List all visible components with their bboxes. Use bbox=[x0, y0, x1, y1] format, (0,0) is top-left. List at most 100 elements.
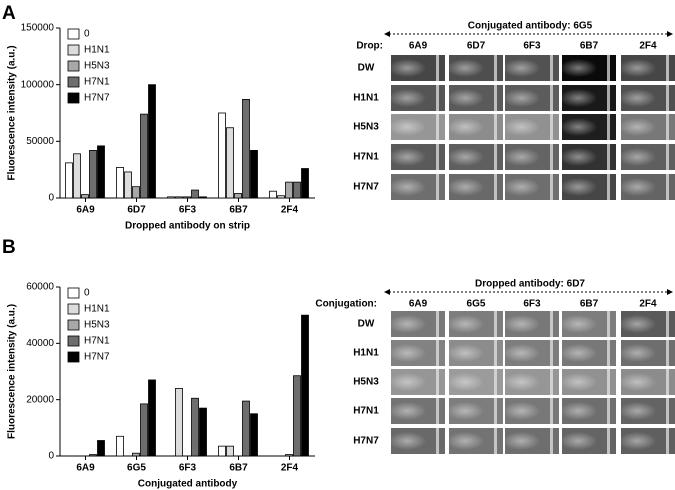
strip-edge bbox=[666, 369, 669, 395]
strip-edge bbox=[550, 174, 553, 200]
bar bbox=[73, 153, 81, 199]
column-label: 6B7 bbox=[580, 299, 599, 310]
bar bbox=[140, 113, 148, 199]
legend-swatch bbox=[67, 351, 80, 363]
bar bbox=[148, 379, 156, 457]
strip-edge bbox=[607, 144, 610, 170]
strip-edge bbox=[494, 114, 497, 140]
bar bbox=[277, 195, 285, 199]
strip-edge bbox=[436, 311, 439, 337]
strip-edge bbox=[494, 340, 497, 366]
x-tick-label: 2F4 bbox=[281, 205, 299, 216]
bar bbox=[191, 397, 199, 457]
legend-label: H1N1 bbox=[84, 45, 110, 56]
bar bbox=[301, 168, 309, 199]
legend-swatch bbox=[67, 287, 80, 299]
row-label: H7N1 bbox=[353, 406, 379, 417]
y-tick-label: 100000 bbox=[21, 79, 55, 90]
legend-label: H7N7 bbox=[84, 93, 110, 104]
column-label: 6F3 bbox=[523, 299, 541, 310]
strip-edge bbox=[436, 340, 439, 366]
bar bbox=[89, 149, 97, 199]
bar bbox=[269, 190, 277, 199]
strip-edge bbox=[666, 55, 669, 81]
strip-edge bbox=[436, 428, 439, 454]
strip-edge bbox=[436, 85, 439, 111]
row-label: DW bbox=[358, 63, 375, 74]
row-label: H1N1 bbox=[353, 93, 379, 104]
strip-edge bbox=[550, 311, 553, 337]
bar bbox=[218, 445, 226, 457]
strip-edge bbox=[666, 174, 669, 200]
bar bbox=[81, 194, 89, 199]
x-tick-label: 6B7 bbox=[229, 205, 248, 216]
legend-swatch bbox=[67, 92, 80, 104]
strip-edge bbox=[550, 55, 553, 81]
row-label: H7N7 bbox=[353, 182, 379, 193]
strip-edge bbox=[607, 398, 610, 424]
strip-edge bbox=[436, 144, 439, 170]
strip-edge bbox=[550, 114, 553, 140]
bar bbox=[183, 196, 191, 199]
strip-edge bbox=[550, 398, 553, 424]
strip-edge bbox=[436, 369, 439, 395]
row-label: H5N3 bbox=[353, 122, 379, 133]
bar bbox=[116, 166, 124, 199]
strip-edge bbox=[666, 144, 669, 170]
strip-edge bbox=[436, 174, 439, 200]
strip-edge bbox=[607, 85, 610, 111]
legend-swatch bbox=[67, 303, 80, 315]
y-axis-label: Fluorescence intensity (a.u.) bbox=[7, 304, 18, 439]
strip-edge bbox=[666, 428, 669, 454]
strip-edge bbox=[436, 55, 439, 81]
strip-edge bbox=[666, 114, 669, 140]
legend-label: 0 bbox=[84, 29, 90, 40]
bar bbox=[175, 387, 183, 457]
x-tick-label: 6A9 bbox=[76, 205, 95, 216]
column-label: 6A9 bbox=[409, 299, 428, 310]
x-axis-label: Dropped antibody on strip bbox=[125, 221, 250, 232]
column-label: 6A9 bbox=[409, 41, 428, 52]
bar bbox=[293, 181, 301, 199]
y-axis-label: Fluorescence intensity (a.u.) bbox=[7, 45, 18, 180]
bar bbox=[250, 413, 258, 457]
column-label: 2F4 bbox=[639, 299, 657, 310]
bar bbox=[124, 171, 132, 199]
strip-edge bbox=[666, 340, 669, 366]
y-tick-label: 40000 bbox=[26, 338, 54, 349]
bar bbox=[97, 440, 105, 457]
strip-edge bbox=[436, 114, 439, 140]
bar bbox=[226, 445, 234, 457]
x-tick-label: 6A9 bbox=[76, 463, 95, 474]
row-label: H7N1 bbox=[353, 152, 379, 163]
strip-edge bbox=[494, 398, 497, 424]
bar bbox=[167, 196, 175, 199]
legend-label: H5N3 bbox=[84, 61, 110, 72]
bar bbox=[234, 193, 242, 199]
corner-label: Drop: bbox=[356, 41, 383, 52]
panel-label: A bbox=[2, 3, 16, 24]
y-tick-label: 20000 bbox=[26, 394, 54, 405]
strip-edge bbox=[607, 55, 610, 81]
strip-edge bbox=[607, 311, 610, 337]
legend-label: H5N3 bbox=[84, 320, 110, 331]
legend-label: H7N7 bbox=[84, 352, 110, 363]
legend-swatch bbox=[67, 76, 80, 88]
strip-edge bbox=[494, 85, 497, 111]
strip-edge bbox=[666, 398, 669, 424]
bar bbox=[191, 189, 199, 199]
bar bbox=[285, 454, 293, 457]
x-tick-label: 2F4 bbox=[281, 463, 299, 474]
strip-edge bbox=[494, 428, 497, 454]
row-label: H7N7 bbox=[353, 436, 379, 447]
strip-edge bbox=[607, 114, 610, 140]
strip-edge bbox=[607, 369, 610, 395]
bar bbox=[242, 400, 250, 457]
strip-edge bbox=[436, 398, 439, 424]
legend-swatch bbox=[67, 319, 80, 331]
corner-label: Conjugation: bbox=[315, 299, 377, 310]
strip-edge bbox=[494, 55, 497, 81]
legend-swatch bbox=[67, 335, 80, 347]
bar bbox=[132, 452, 140, 457]
